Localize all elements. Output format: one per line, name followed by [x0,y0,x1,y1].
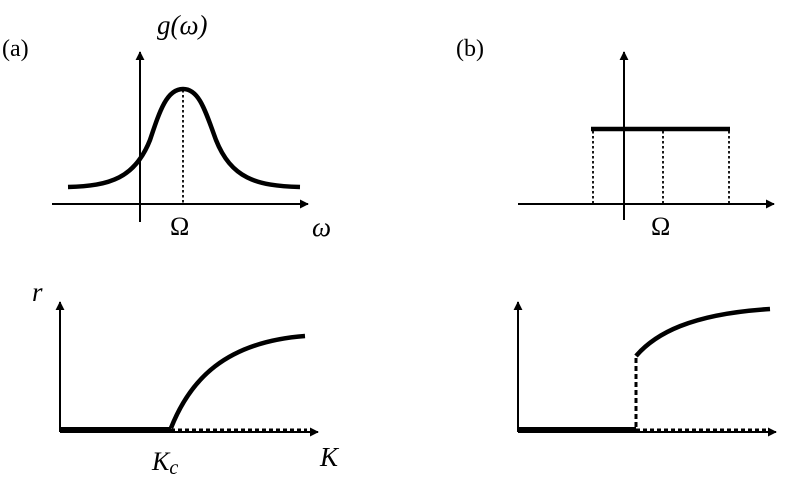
critical-coupling-subscript: c [169,457,178,478]
panel-a-center-label: Ω [170,212,189,241]
panel-a-y-axis-label: g(ω) [157,10,208,40]
critical-coupling-label: Kc [151,447,178,478]
panel-b-distribution: (b) Ω [456,36,775,241]
panel-b-label: (b) [456,36,484,62]
partially-synchronized-branch [168,333,306,429]
synchronized-branch-b [634,306,771,358]
bottom-left-y-axis-label: r [32,277,43,307]
panel-a-distribution: (a) g(ω) ω Ω [2,10,331,242]
panel-a-bifurcation: r K Kc [32,277,340,478]
lorentzian-curve [67,86,301,190]
bottom-left-x-axis-label: K [319,442,340,472]
panel-b-bifurcation [513,301,777,437]
panel-a-label: (a) [2,36,29,62]
panel-b-center-label: Ω [651,212,670,241]
critical-coupling-main: K [151,447,171,476]
panel-a-x-axis-label: ω [312,212,331,242]
